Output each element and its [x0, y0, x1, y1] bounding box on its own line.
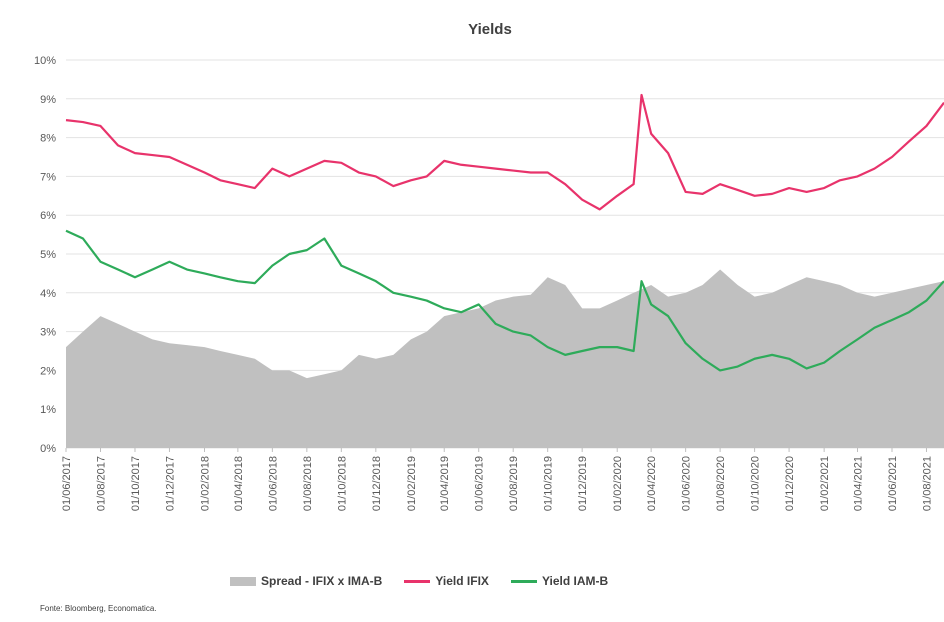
- y-tick-label: 7%: [40, 171, 56, 183]
- chart-legend: Spread - IFIX x IMA-B Yield IFIX Yield I…: [230, 574, 608, 588]
- x-axis: 01/06/2017 01/08/2017 01/10/2017 01/12/2017…: [61, 448, 933, 511]
- spread-area: [66, 270, 944, 448]
- x-tick-label: 01/06/2019: [474, 456, 486, 511]
- x-tick-label: 01/12/2017: [164, 456, 176, 511]
- x-tick-label: 01/04/2019: [439, 456, 451, 511]
- legend-label-ifix: Yield IFIX: [435, 574, 489, 588]
- y-axis: 10% 9% 8% 7% 6% 5% 4% 3% 2% 1% 0%: [34, 55, 56, 455]
- x-tick-label: 01/02/2020: [612, 456, 624, 511]
- x-tick-label: 01/04/2018: [233, 456, 245, 511]
- chart-title: Yields: [468, 21, 512, 38]
- yield-ifix-line: [66, 95, 944, 209]
- legend-item-spread: Spread - IFIX x IMA-B: [230, 574, 382, 588]
- legend-swatch-iamb: [511, 580, 537, 583]
- legend-item-ifix: Yield IFIX: [404, 574, 489, 588]
- x-tick-label: 01/06/2020: [681, 456, 693, 511]
- x-tick-label: 01/10/2019: [543, 456, 555, 511]
- x-tick-label: 01/02/2018: [200, 456, 212, 511]
- x-tick-label: 01/08/2019: [508, 456, 520, 511]
- y-tick-label: 10%: [34, 55, 56, 67]
- y-tick-label: 6%: [40, 210, 56, 222]
- y-tick-label: 9%: [40, 94, 56, 106]
- x-tick-label: 01/08/2021: [921, 456, 933, 511]
- y-tick-label: 0%: [40, 443, 56, 455]
- x-tick-label: 01/12/2019: [577, 456, 589, 511]
- x-tick-label: 01/06/2017: [61, 456, 73, 511]
- y-tick-label: 8%: [40, 133, 56, 145]
- x-tick-label: 01/10/2017: [130, 456, 142, 511]
- legend-swatch-ifix: [404, 580, 430, 583]
- x-tick-label: 01/12/2018: [371, 456, 383, 511]
- x-tick-label: 01/04/2020: [646, 456, 658, 511]
- y-tick-label: 5%: [40, 249, 56, 261]
- y-tick-label: 3%: [40, 327, 56, 339]
- x-tick-label: 01/08/2020: [715, 456, 727, 511]
- x-tick-label: 01/10/2020: [750, 456, 762, 511]
- y-tick-label: 2%: [40, 365, 56, 377]
- x-tick-label: 01/06/2021: [887, 456, 899, 511]
- y-tick-label: 1%: [40, 404, 56, 416]
- spread-area-layer: [66, 270, 944, 448]
- x-tick-label: 01/12/2020: [784, 456, 796, 511]
- legend-label-iamb: Yield IAM-B: [542, 574, 608, 588]
- x-tick-label: 01/02/2019: [406, 456, 418, 511]
- legend-item-iamb: Yield IAM-B: [511, 574, 608, 588]
- x-tick-label: 01/02/2021: [819, 456, 831, 511]
- x-tick-label: 01/10/2018: [336, 456, 348, 511]
- y-tick-label: 4%: [40, 288, 56, 300]
- x-tick-label: 01/04/2021: [853, 456, 865, 511]
- x-tick-label: 01/08/2017: [95, 456, 107, 511]
- x-tick-label: 01/06/2018: [267, 456, 279, 511]
- x-tick-label: 01/08/2018: [302, 456, 314, 511]
- legend-label-spread: Spread - IFIX x IMA-B: [261, 574, 382, 588]
- source-note: Fonte: Bloomberg, Economatica.: [40, 604, 157, 613]
- legend-swatch-spread: [230, 577, 256, 586]
